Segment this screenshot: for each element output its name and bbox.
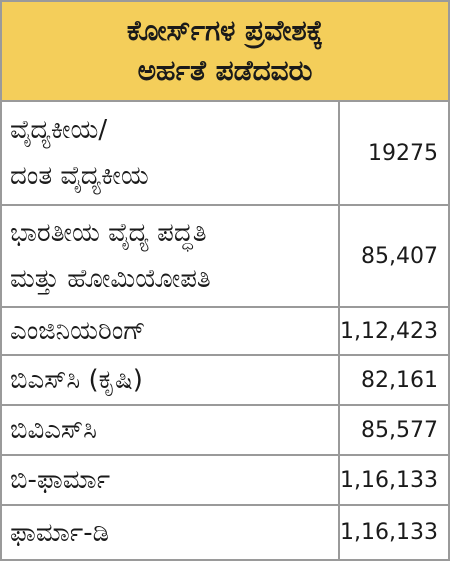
label-line: ಬಿ-ಫಾರ್ಮಾ: [10, 465, 111, 495]
row-value: 19275: [368, 140, 438, 166]
table-row: ಎಂಜಿನಿಯರಿಂಗ್ 1,12,423: [2, 308, 448, 356]
label-line: ಫಾರ್ಮಾ-ಡಿ: [10, 517, 109, 548]
row-value: 1,16,133: [340, 520, 438, 545]
label-line: ಎಂಜಿನಿಯರಿಂಗ್: [10, 316, 146, 346]
table-row: ವೈದ್ಯಕೀಯ/ದಂತ ವೈದ್ಯಕೀಯ 19275: [2, 102, 448, 206]
row-value: 1,12,423: [340, 318, 438, 344]
row-value: 85,407: [361, 243, 438, 269]
row-label: ಫಾರ್ಮಾ-ಡಿ: [2, 506, 340, 559]
row-label: ಬಿಎಸ್‌ಸಿ (ಕೃಷಿ): [2, 356, 340, 404]
table-row: ಫಾರ್ಮಾ-ಡಿ 1,16,133: [2, 506, 448, 559]
row-label: ಬಿವಿಎಸ್‌ಸಿ: [2, 406, 340, 454]
table-row: ಬಿವಿಎಸ್‌ಸಿ 85,577: [2, 406, 448, 456]
row-label: ಬಿ-ಫಾರ್ಮಾ: [2, 456, 340, 504]
table-body: ವೈದ್ಯಕೀಯ/ದಂತ ವೈದ್ಯಕೀಯ 19275 ಭಾರತೀಯ ವೈದ್ಯ ಪ…: [2, 102, 448, 559]
table-row: ಬಿ-ಫಾರ್ಮಾ 1,16,133: [2, 456, 448, 506]
label-line: ಭಾರತೀಯ ವೈದ್ಯ ಪದ್ಧತಿ: [10, 218, 207, 248]
table-row: ಭಾರತೀಯ ವೈದ್ಯ ಪದ್ಧತಿ ಮತ್ತು ಹೋಮಿಯೋಪತಿ 85,407: [2, 206, 448, 308]
row-label: ವೈದ್ಯಕೀಯ/ದಂತ ವೈದ್ಯಕೀಯ: [2, 102, 340, 204]
header-line: ಅರ್ಹತೆ ಪಡೆದವರು: [137, 54, 313, 87]
label-line: ಬಿವಿಎಸ್‌ಸಿ: [10, 415, 97, 445]
label-line: ಮತ್ತು ಹೋಮಿಯೋಪತಿ: [10, 264, 211, 294]
row-label: ಭಾರತೀಯ ವೈದ್ಯ ಪದ್ಧತಿ ಮತ್ತು ಹೋಮಿಯೋಪತಿ: [2, 206, 340, 306]
label-line: ಬಿಎಸ್‌ಸಿ (ಕೃಷಿ): [10, 365, 143, 395]
header: ಕೋರ್ಸ್‌ಗಳ ಪ್ರವೇಶಕ್ಕೆ ಅರ್ಹತೆ ಪಡೆದವರು: [2, 2, 448, 102]
header-line: ಕೋರ್ಸ್‌ಗಳ ಪ್ರವೇಶಕ್ಕೆ: [126, 14, 324, 47]
row-value: 82,161: [361, 367, 438, 393]
row-value: 1,16,133: [340, 467, 438, 493]
row-label: ಎಂಜಿನಿಯರಿಂಗ್: [2, 308, 340, 354]
label-line: ದಂತ ವೈದ್ಯಕೀಯ: [10, 161, 149, 191]
table-row: ಬಿಎಸ್‌ಸಿ (ಕೃಷಿ) 82,161: [2, 356, 448, 406]
label-line: ವೈದ್ಯಕೀಯ/: [10, 115, 108, 145]
row-value: 85,577: [361, 417, 438, 443]
